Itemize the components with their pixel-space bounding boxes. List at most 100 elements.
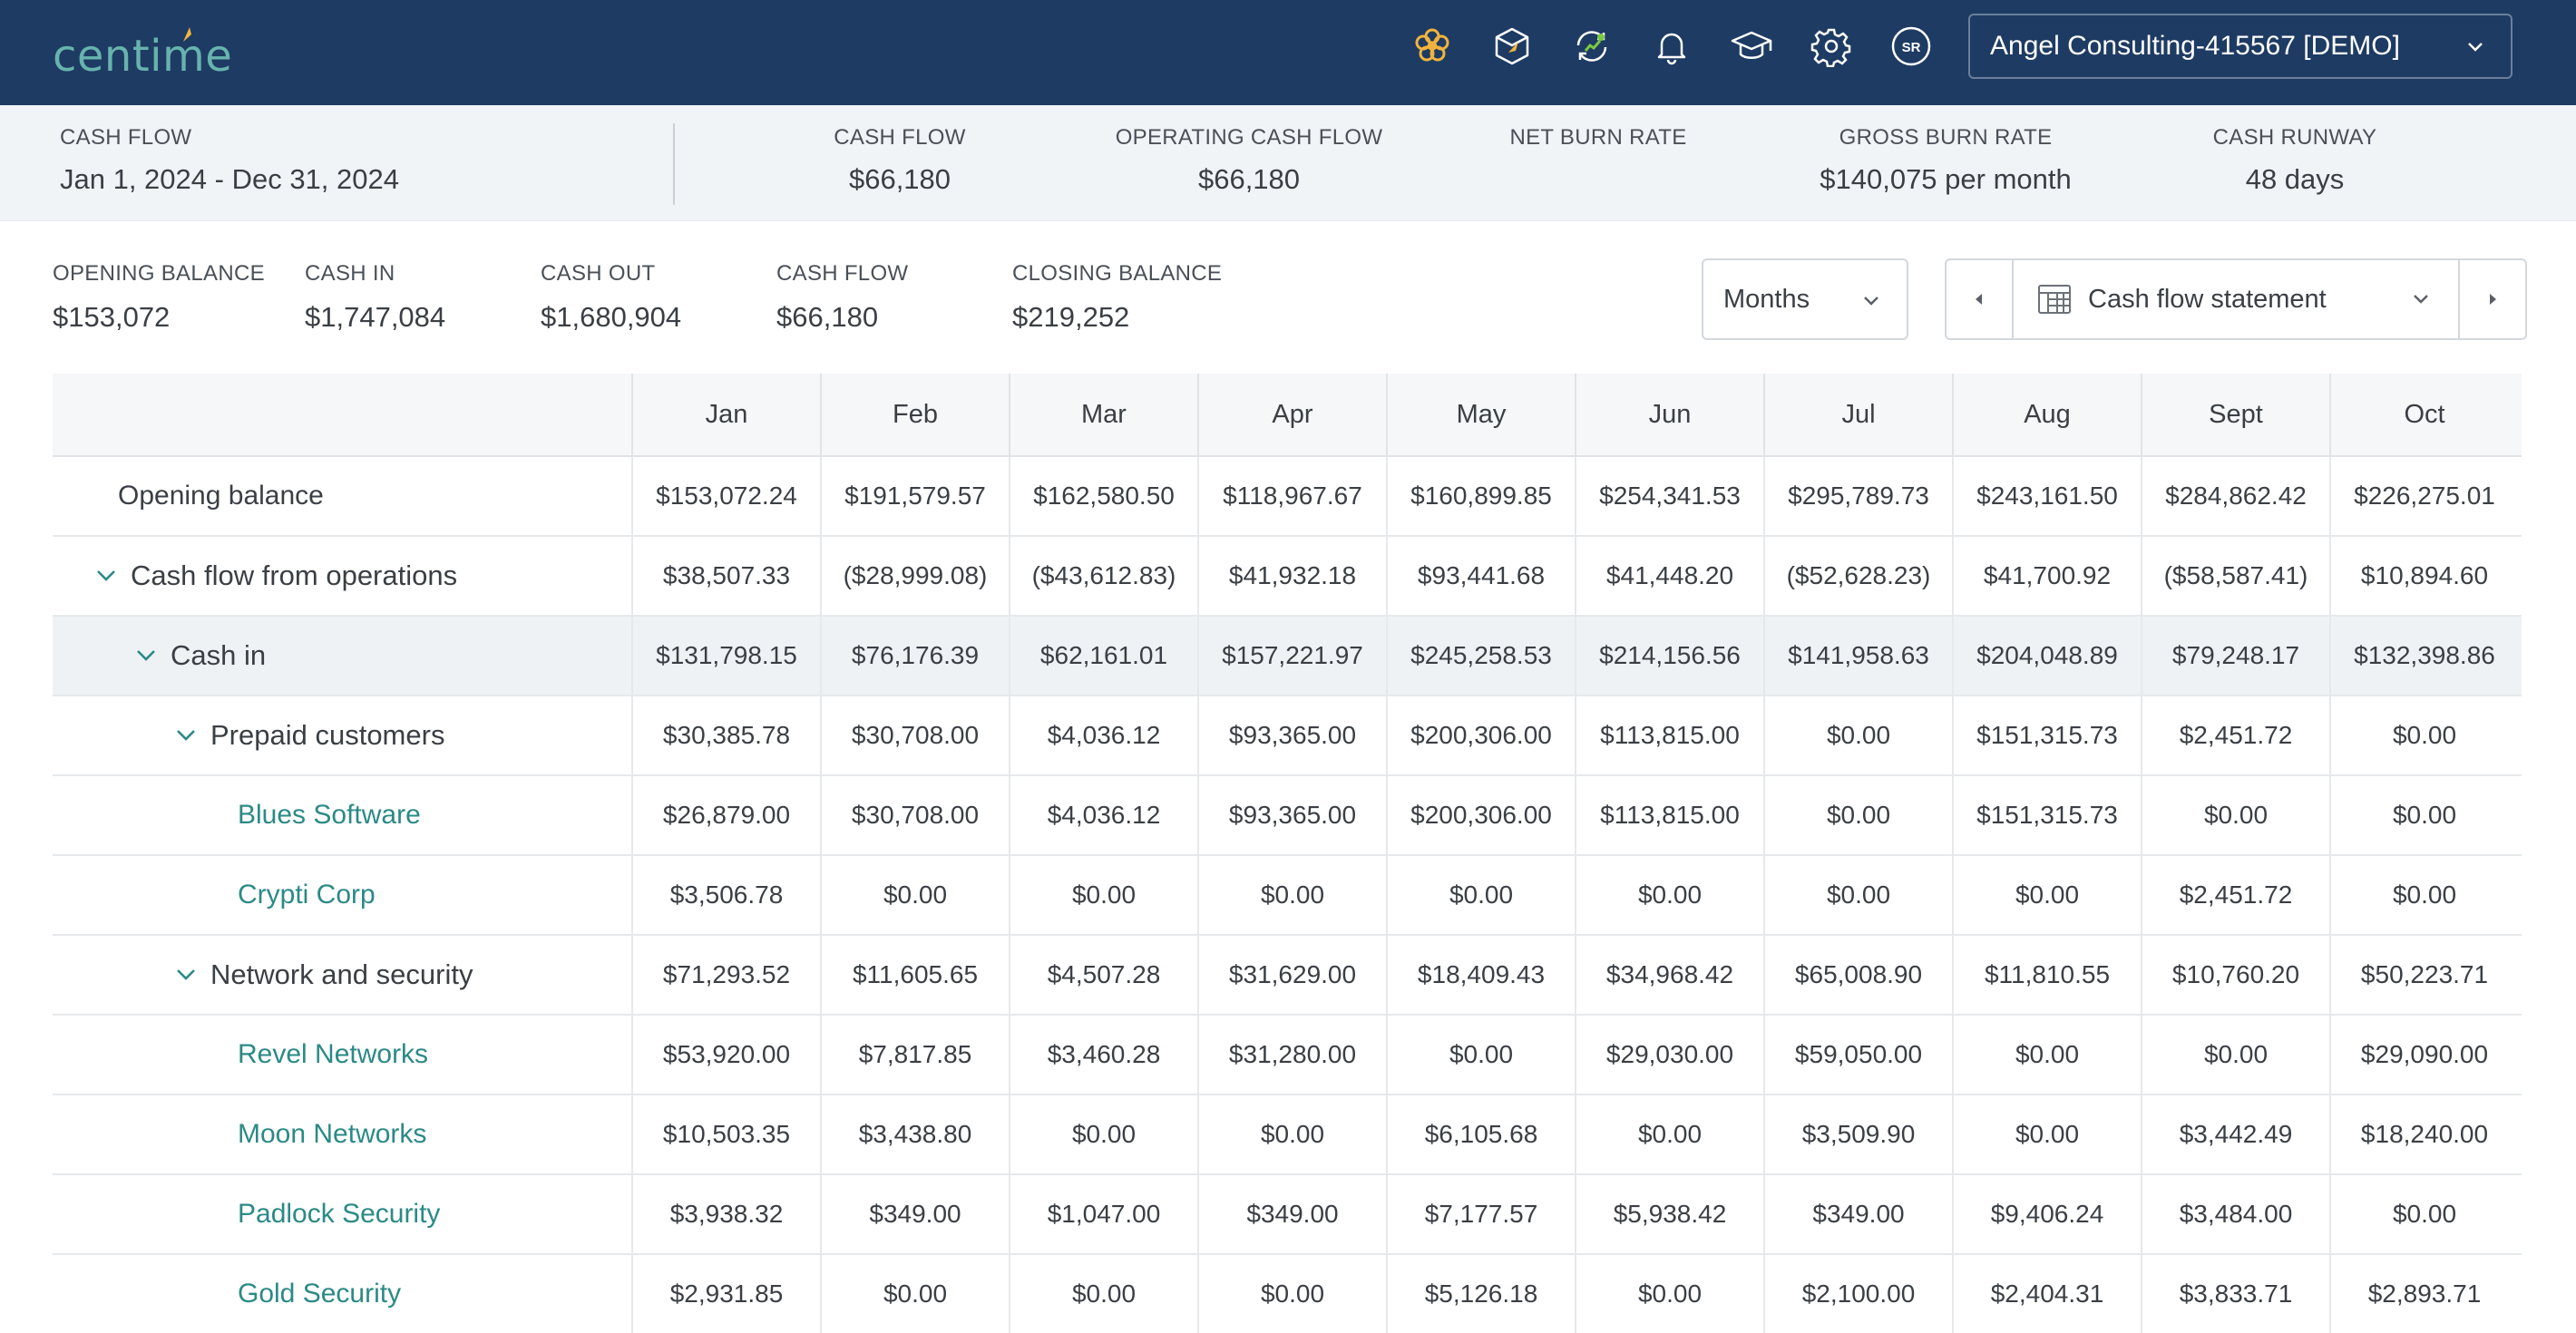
table-cell[interactable]: $0.00 xyxy=(2329,856,2518,934)
table-cell[interactable]: $5,938.42 xyxy=(1575,1175,1763,1253)
expand-chevron-icon[interactable] xyxy=(132,642,160,669)
table-cell[interactable]: $30,385.78 xyxy=(631,696,820,774)
table-cell[interactable]: $3,938.32 xyxy=(631,1175,820,1253)
table-cell[interactable]: $30,708.00 xyxy=(820,776,1009,854)
table-cell[interactable]: $53,920.00 xyxy=(631,1016,820,1094)
table-cell[interactable]: $11,810.55 xyxy=(1952,936,2141,1014)
table-cell[interactable]: $204,048.89 xyxy=(1952,617,2141,695)
table-cell[interactable]: $151,315.73 xyxy=(1952,776,2141,854)
table-cell[interactable]: ($52,628.23) xyxy=(1763,537,1952,615)
table-row[interactable]: Network and security $71,293.52 $11,605.65… xyxy=(53,936,2527,1016)
bell-icon[interactable] xyxy=(1651,25,1693,67)
table-cell[interactable]: $0.00 xyxy=(1575,1255,1763,1333)
table-cell[interactable]: $50,223.71 xyxy=(2329,936,2518,1014)
row-label[interactable]: Gold Security xyxy=(53,1255,631,1333)
table-cell[interactable]: $226,275.01 xyxy=(2329,457,2518,535)
table-cell[interactable]: $162,580.50 xyxy=(1009,457,1197,535)
user-avatar-icon[interactable]: SR xyxy=(1890,25,1932,67)
table-cell[interactable]: $41,700.92 xyxy=(1952,537,2141,615)
table-cell[interactable]: $243,161.50 xyxy=(1952,457,2141,535)
report-type-select[interactable]: Cash flow statement xyxy=(2015,260,2458,338)
table-cell[interactable]: $349.00 xyxy=(1763,1175,1952,1253)
table-cell[interactable]: $295,789.73 xyxy=(1763,457,1952,535)
table-cell[interactable]: $29,090.00 xyxy=(2329,1016,2518,1094)
expand-chevron-icon[interactable] xyxy=(172,722,200,749)
table-cell[interactable]: $3,484.00 xyxy=(2141,1175,2329,1253)
graduation-cap-icon[interactable] xyxy=(1731,25,1772,67)
table-cell[interactable]: $113,815.00 xyxy=(1575,776,1763,854)
row-label[interactable]: Cash flow from operations xyxy=(53,537,631,615)
table-cell[interactable]: $3,460.28 xyxy=(1009,1016,1197,1094)
previous-report-button[interactable] xyxy=(1947,260,2014,338)
table-cell[interactable]: $38,507.33 xyxy=(631,537,820,615)
table-cell[interactable]: ($58,587.41) xyxy=(2141,537,2329,615)
refresh-dollar-icon[interactable] xyxy=(1571,25,1613,67)
row-label[interactable]: Moon Networks xyxy=(53,1095,631,1173)
table-cell[interactable]: $151,315.73 xyxy=(1952,696,2141,774)
table-cell[interactable]: $349.00 xyxy=(1197,1175,1386,1253)
table-cell[interactable]: $6,105.68 xyxy=(1386,1095,1575,1173)
row-label[interactable]: Blues Software xyxy=(53,776,631,854)
table-cell[interactable]: $30,708.00 xyxy=(820,696,1009,774)
table-cell[interactable]: $0.00 xyxy=(2141,1016,2329,1094)
table-cell[interactable]: $26,879.00 xyxy=(631,776,820,854)
table-cell[interactable]: $1,047.00 xyxy=(1009,1175,1197,1253)
table-cell[interactable]: $4,507.28 xyxy=(1009,936,1197,1014)
expand-chevron-icon[interactable] xyxy=(172,961,200,988)
table-cell[interactable]: $3,438.80 xyxy=(820,1095,1009,1173)
table-cell[interactable]: $0.00 xyxy=(1763,856,1952,934)
table-cell[interactable]: $0.00 xyxy=(2329,776,2518,854)
table-cell[interactable]: $0.00 xyxy=(1952,856,2141,934)
table-cell[interactable]: $4,036.12 xyxy=(1009,776,1197,854)
table-cell[interactable]: $3,442.49 xyxy=(2141,1095,2329,1173)
table-cell[interactable]: $0.00 xyxy=(1197,856,1386,934)
table-cell[interactable]: $0.00 xyxy=(1009,1095,1197,1173)
table-cell[interactable]: $0.00 xyxy=(1009,856,1197,934)
table-cell[interactable]: $200,306.00 xyxy=(1386,776,1575,854)
table-cell[interactable]: $93,365.00 xyxy=(1197,776,1386,854)
table-cell[interactable]: $18,409.43 xyxy=(1386,936,1575,1014)
box-rocket-icon[interactable] xyxy=(1491,25,1533,67)
table-cell[interactable]: $71,293.52 xyxy=(631,936,820,1014)
table-cell[interactable]: $93,441.68 xyxy=(1386,537,1575,615)
table-cell[interactable]: $141,958.63 xyxy=(1763,617,1952,695)
table-cell[interactable]: $191,579.57 xyxy=(820,457,1009,535)
flower-icon[interactable] xyxy=(1411,25,1453,67)
row-label[interactable]: Revel Networks xyxy=(53,1016,631,1094)
table-cell[interactable]: $0.00 xyxy=(1575,856,1763,934)
row-label[interactable]: Cash in xyxy=(53,617,631,695)
table-cell[interactable]: $4,036.12 xyxy=(1009,696,1197,774)
table-row[interactable]: Cash flow from operations $38,507.33 ($28,… xyxy=(53,537,2527,617)
table-cell[interactable]: $0.00 xyxy=(1952,1016,2141,1094)
table-cell[interactable]: $0.00 xyxy=(1575,1095,1763,1173)
expand-chevron-icon[interactable] xyxy=(93,562,120,589)
table-row[interactable]: Cash in $131,798.15 $76,176.39 $62,161.01 $1… xyxy=(53,617,2527,696)
table-cell[interactable]: $0.00 xyxy=(2329,696,2518,774)
table-cell[interactable]: $132,398.86 xyxy=(2329,617,2518,695)
table-cell[interactable]: $7,177.57 xyxy=(1386,1175,1575,1253)
table-cell[interactable]: $31,280.00 xyxy=(1197,1016,1386,1094)
next-report-button[interactable] xyxy=(2458,260,2525,338)
gear-icon[interactable] xyxy=(1810,25,1852,67)
row-label[interactable]: Crypti Corp xyxy=(53,856,631,934)
table-cell[interactable]: ($28,999.08) xyxy=(820,537,1009,615)
table-cell[interactable]: $0.00 xyxy=(1952,1095,2141,1173)
table-cell[interactable]: $131,798.15 xyxy=(631,617,820,695)
table-cell[interactable]: $10,894.60 xyxy=(2329,537,2518,615)
table-cell[interactable]: $41,932.18 xyxy=(1197,537,1386,615)
table-cell[interactable]: $18,240.00 xyxy=(2329,1095,2518,1173)
table-cell[interactable]: $3,833.71 xyxy=(2141,1255,2329,1333)
table-cell[interactable]: $200,306.00 xyxy=(1386,696,1575,774)
table-cell[interactable]: $157,221.97 xyxy=(1197,617,1386,695)
table-cell[interactable]: $349.00 xyxy=(820,1175,1009,1253)
table-cell[interactable]: $0.00 xyxy=(1197,1255,1386,1333)
table-cell[interactable]: $118,967.67 xyxy=(1197,457,1386,535)
table-cell[interactable]: $2,893.71 xyxy=(2329,1255,2518,1333)
organization-select[interactable]: Angel Consulting-415567 [DEMO] xyxy=(1968,14,2513,79)
table-cell[interactable]: $10,760.20 xyxy=(2141,936,2329,1014)
period-granularity-select[interactable]: Months xyxy=(1702,258,1908,340)
table-cell[interactable]: $2,100.00 xyxy=(1763,1255,1952,1333)
table-cell[interactable]: $160,899.85 xyxy=(1386,457,1575,535)
table-cell[interactable]: $65,008.90 xyxy=(1763,936,1952,1014)
table-cell[interactable]: $245,258.53 xyxy=(1386,617,1575,695)
